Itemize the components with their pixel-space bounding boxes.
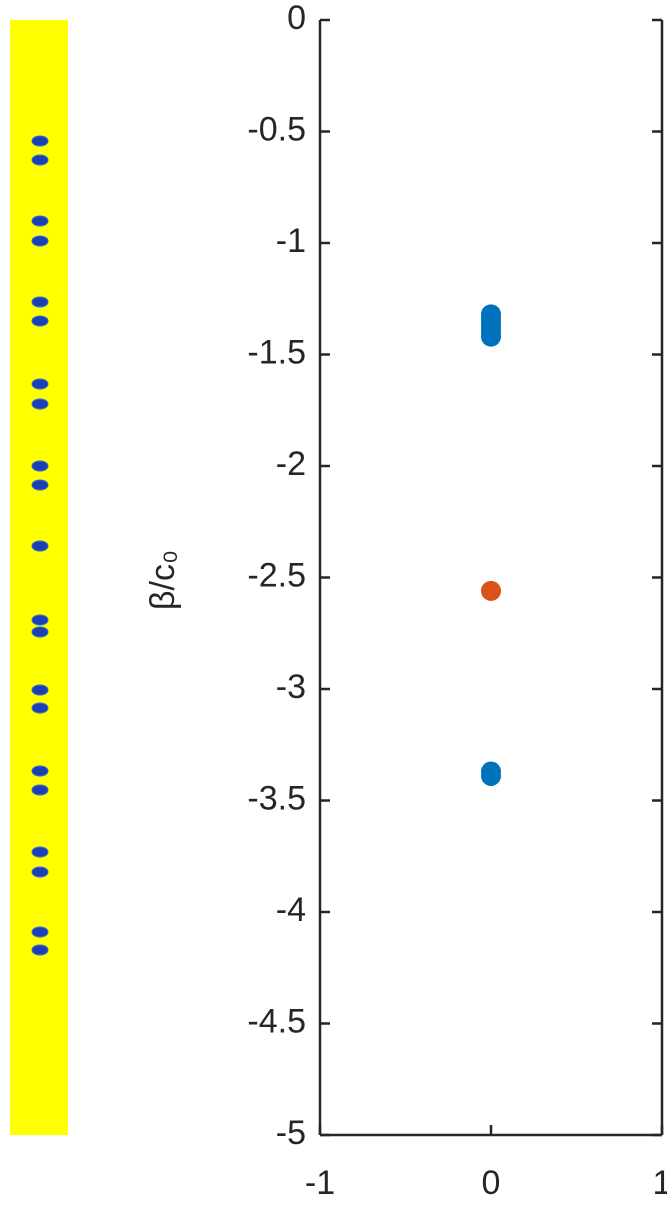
strip-dots	[31, 135, 49, 956]
point	[481, 580, 501, 601]
x-tick-label: 0	[482, 1164, 501, 1202]
y-tick-label: -3	[276, 668, 306, 706]
y-tick-label: -3.5	[247, 779, 306, 817]
y-tick-label: 0	[287, 0, 306, 37]
y-tick-label: -4.5	[247, 1002, 306, 1040]
point	[481, 765, 501, 786]
y-tick-label: -0.5	[247, 110, 306, 148]
strip-background	[10, 20, 68, 1135]
y-tick-label: -1	[276, 222, 306, 260]
y-tick-label: -2	[276, 445, 306, 483]
pattern-strip	[10, 20, 68, 1135]
y-tick-label: -2.5	[247, 556, 306, 594]
y-axis-label: β/c₀	[144, 550, 182, 610]
x-tick-label: 1	[653, 1164, 667, 1202]
y-tick-label: -4	[276, 891, 306, 929]
y-tick-label: -5	[276, 1114, 306, 1152]
y-tick-label: -1.5	[247, 333, 306, 371]
point	[481, 326, 501, 347]
x-tick-label: -1	[305, 1164, 335, 1202]
